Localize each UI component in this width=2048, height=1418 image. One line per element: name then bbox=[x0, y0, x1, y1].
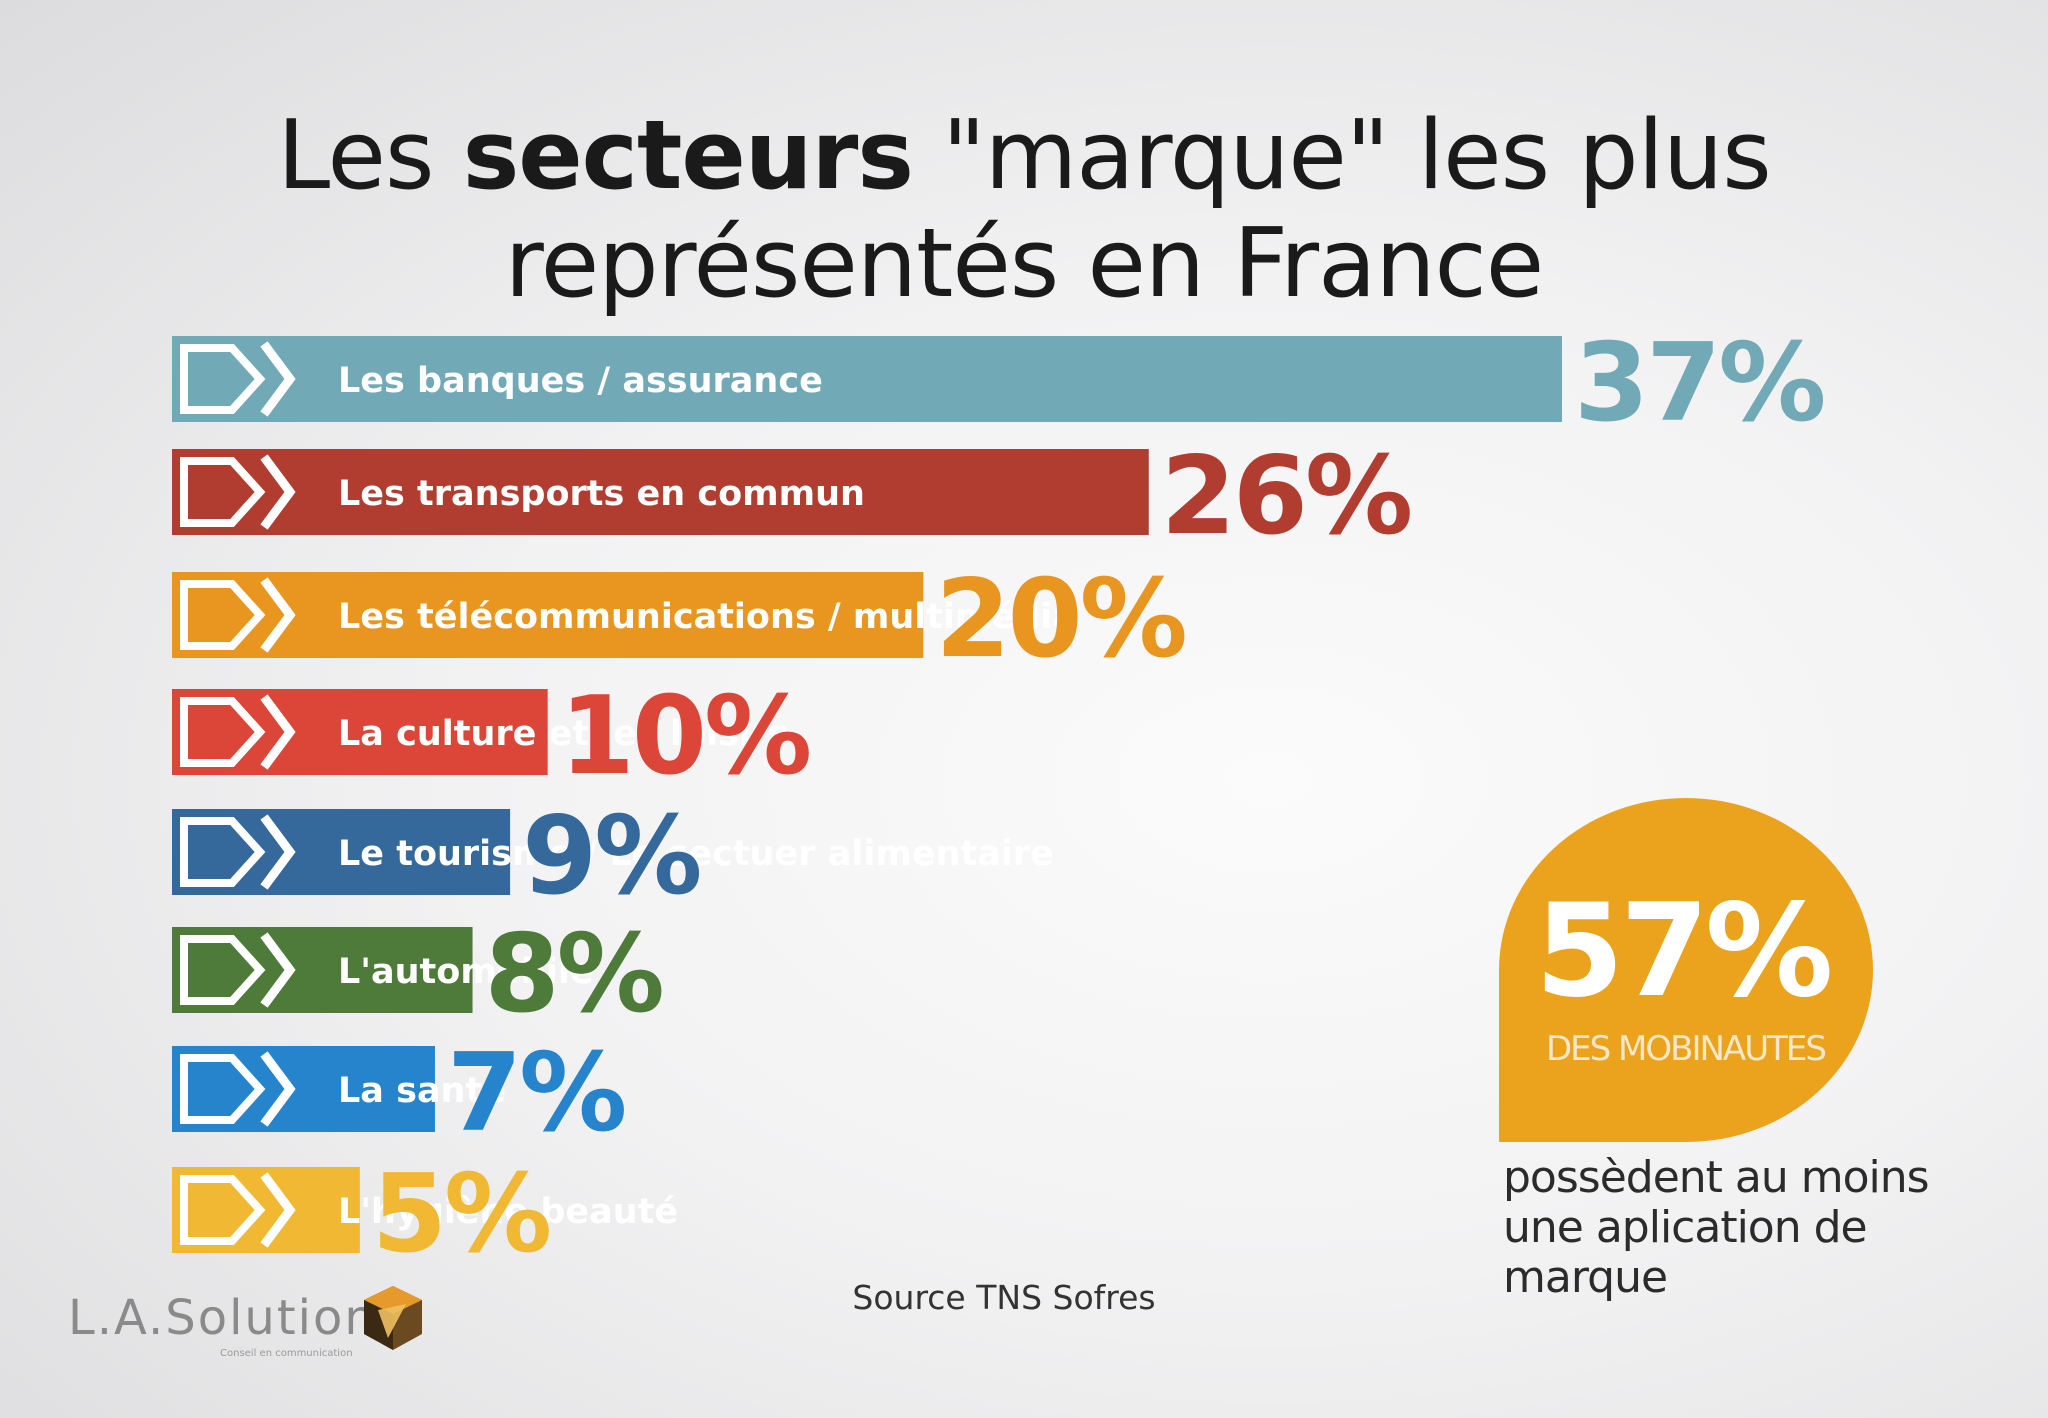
chevron-icon-7 bbox=[260, 1172, 296, 1248]
category-label-6: La santé bbox=[338, 1071, 506, 1111]
chevron-icon-4 bbox=[260, 814, 296, 890]
title-line-1: Les secteurs "marque" les plus bbox=[0, 102, 2048, 210]
chevron-icon-3 bbox=[260, 694, 296, 770]
value-label-2: 20% bbox=[935, 557, 1185, 682]
title-bold-word: secteurs bbox=[462, 101, 914, 211]
chevron-icon-6 bbox=[260, 1051, 296, 1127]
arrow-icon-7 bbox=[180, 1175, 266, 1245]
highlight-value: 57% bbox=[1535, 877, 1833, 1026]
logo-name: L.A.Solution bbox=[68, 1290, 377, 1346]
value-label-7: 5% bbox=[372, 1152, 549, 1277]
category-label-2: Les télécommunications / multimédia bbox=[338, 597, 1076, 637]
arrow-icon-0 bbox=[180, 344, 266, 414]
highlight-bubble bbox=[1499, 798, 1873, 1142]
logo-tagline: Conseil en communication bbox=[220, 1348, 353, 1359]
value-label-5: 8% bbox=[485, 912, 662, 1037]
source-note: Source TNS Sofres bbox=[0, 1278, 2048, 1317]
category-label-3: La culture et les loisirs bbox=[338, 714, 789, 754]
value-label-0: 37% bbox=[1574, 321, 1824, 446]
bar-2 bbox=[172, 572, 924, 658]
value-label-3: 10% bbox=[560, 674, 810, 799]
brand-logo: L.A.Solution Conseil en communication bbox=[68, 1286, 448, 1370]
category-label-0: Les banques / assurance bbox=[338, 361, 823, 401]
title-prefix: Les bbox=[277, 101, 463, 211]
bar-0 bbox=[172, 336, 1562, 422]
cube-logo-icon bbox=[364, 1286, 422, 1350]
category-label-5: L'automobile bbox=[338, 952, 594, 992]
source-text: Source TNS Sofres bbox=[852, 1278, 1156, 1317]
title-suffix: "marque" les plus bbox=[912, 101, 1772, 211]
category-label-4: Le tourisme / Le sectuer alimentaire bbox=[338, 834, 1054, 874]
arrow-icon-3 bbox=[180, 697, 266, 767]
bar-1 bbox=[172, 449, 1149, 535]
chevron-icon-1 bbox=[260, 454, 296, 530]
title-line-2: représentés en France bbox=[504, 209, 1544, 319]
value-label-4: 9% bbox=[522, 794, 699, 919]
value-label-1: 26% bbox=[1161, 434, 1411, 559]
chart-title: Les secteurs "marque" les plus représent… bbox=[0, 102, 2048, 318]
chevron-icon-0 bbox=[260, 341, 296, 417]
arrow-icon-1 bbox=[180, 457, 266, 527]
value-label-6: 7% bbox=[447, 1031, 624, 1156]
chevron-icon-2 bbox=[260, 577, 296, 653]
arrow-icon-6 bbox=[180, 1054, 266, 1124]
arrow-icon-4 bbox=[180, 817, 266, 887]
arrow-icon-5 bbox=[180, 935, 266, 1005]
chevron-icon-5 bbox=[260, 932, 296, 1008]
highlight-note: possèdent au moins une aplication de mar… bbox=[1503, 1152, 1930, 1303]
category-label-1: Les transports en commun bbox=[338, 474, 865, 514]
category-label-7: L'hygiène beauté bbox=[338, 1192, 678, 1232]
highlight-label: DES MOBINAUTES bbox=[1546, 1029, 1827, 1069]
arrow-icon-2 bbox=[180, 580, 266, 650]
